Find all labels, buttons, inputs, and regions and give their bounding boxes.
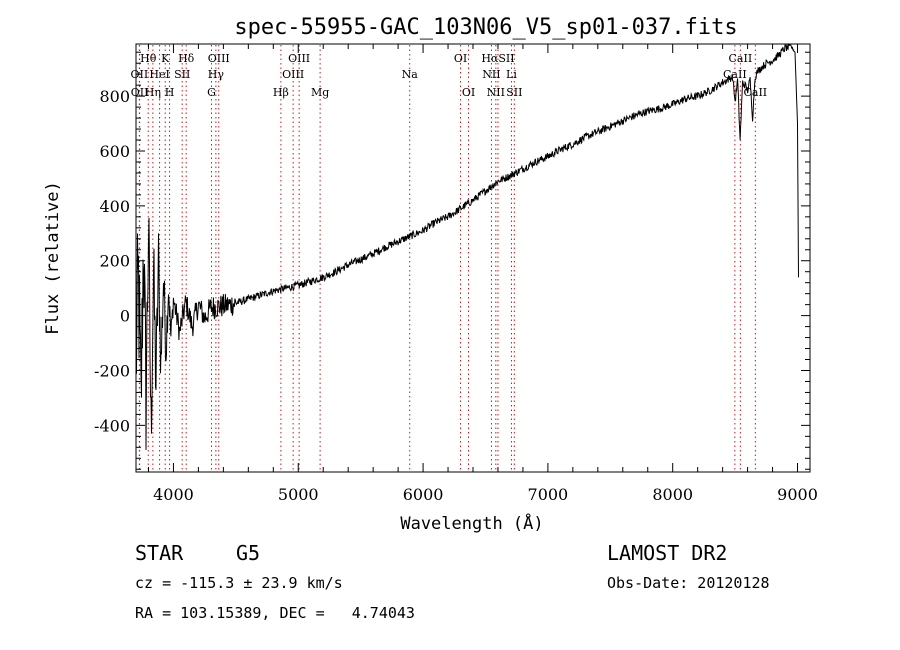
x-tick-label: 6000 [403, 485, 444, 504]
redshift: cz = -115.3 ± 23.9 km/s [135, 574, 343, 592]
line-label: CaII [729, 52, 753, 65]
line-label: Na [402, 68, 419, 81]
line-label: Hβ [273, 86, 289, 99]
line-label: SII [174, 68, 190, 81]
line-label: HαSII [481, 52, 514, 65]
line-label: OI [454, 52, 467, 65]
y-tick-label: -200 [94, 361, 130, 380]
y-tick-label: 200 [99, 252, 130, 271]
y-tick-label: 400 [99, 197, 130, 216]
x-axis-label: Wavelength (Å) [400, 512, 543, 534]
line-label: Mg [311, 86, 329, 99]
x-axis: 4000 5000 6000 7000 8000 9000 [147, 44, 818, 504]
line-label: SII [506, 86, 522, 99]
line-label: G [207, 86, 216, 99]
x-tick-label: 5000 [278, 485, 319, 504]
line-label: Hδ [178, 52, 195, 65]
x-tick-label: 8000 [652, 485, 693, 504]
obs-date: Obs-Date: 20120128 [607, 574, 770, 592]
y-tick-label: 800 [99, 87, 130, 106]
y-tick-label: 600 [99, 142, 130, 161]
object-type: STAR [135, 541, 184, 565]
line-label: OIII [288, 52, 310, 65]
line-label: Hθ [140, 52, 157, 65]
line-label: K [161, 52, 170, 65]
survey-name: LAMOST DR2 [607, 541, 728, 565]
chart-title: spec-55955-GAC_103N06_V5_sp01-037.fits [234, 15, 737, 40]
line-label: NII [482, 68, 500, 81]
y-axis-label: Flux (relative) [43, 181, 63, 335]
line-label: CaII [743, 86, 767, 99]
y-axis: -400 -200 0 200 400 600 800 [94, 51, 810, 470]
line-label: HeI [149, 68, 169, 81]
subclass: G5 [236, 541, 261, 565]
x-tick-label: 4000 [153, 485, 194, 504]
line-label: H [165, 86, 175, 99]
line-label: CaII [723, 68, 747, 81]
line-label: Hγ [208, 68, 225, 81]
y-tick-label: 0 [120, 307, 130, 326]
x-tick-label: 9000 [777, 485, 818, 504]
coordinates: RA = 103.15389, DEC = 4.74043 [135, 604, 415, 622]
spectrum-line [135, 43, 799, 450]
line-label: NII [487, 86, 505, 99]
line-label: Li [506, 68, 517, 81]
y-tick-label: -400 [94, 416, 130, 435]
line-label: OIII [208, 52, 230, 65]
line-label: Hη [145, 86, 161, 99]
line-label: OI [462, 86, 475, 99]
line-label: OIII [282, 68, 304, 81]
plot-frame [135, 43, 811, 473]
x-tick-label: 7000 [528, 485, 569, 504]
